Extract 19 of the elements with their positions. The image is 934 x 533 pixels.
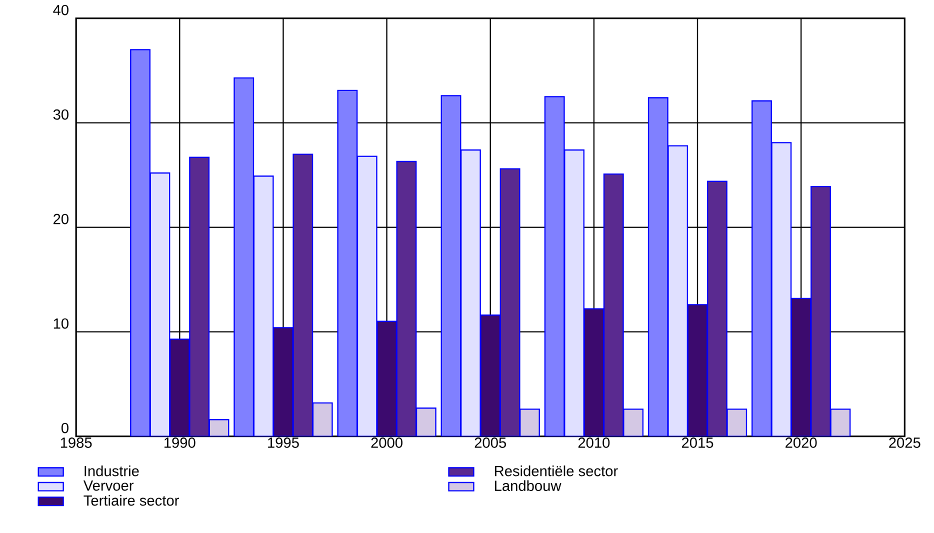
x-tick-label: 2010 — [578, 437, 610, 448]
x-tick-label: 2005 — [474, 437, 506, 448]
x-tick-label: 1985 — [60, 437, 92, 448]
x-tick-label: 2000 — [371, 437, 402, 448]
x-tick-label: 1995 — [268, 437, 299, 448]
y-tick-label: 20 — [54, 214, 68, 224]
x-tick-label: 2025 — [889, 437, 920, 448]
x-tick-label: 1990 — [164, 437, 196, 448]
y-tick-label: 10 — [54, 318, 68, 329]
x-tick-label: 2020 — [786, 437, 817, 448]
y-tick-label: 0 — [61, 422, 68, 434]
legend-label: Industrie — [84, 465, 139, 476]
legend-label: Residentiële sector — [494, 465, 618, 476]
legend-label: Tertiaire sector — [84, 494, 179, 506]
y-tick-label: 40 — [53, 4, 68, 16]
legend-label: Vervoer — [83, 480, 134, 491]
x-tick-label: 2015 — [682, 437, 714, 448]
y-tick-label: 30 — [53, 109, 68, 120]
legend-label: Landbouw — [494, 480, 562, 491]
